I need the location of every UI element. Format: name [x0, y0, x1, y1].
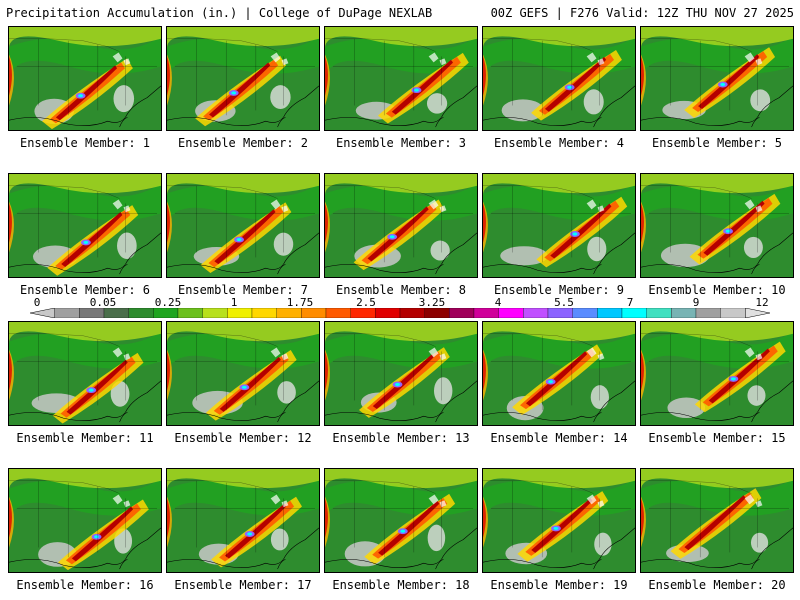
color-scale-swatch — [128, 308, 154, 318]
ensemble-member-label: Ensemble Member: 5 — [651, 136, 783, 150]
color-scale-swatch — [54, 308, 80, 318]
ensemble-member-map — [482, 26, 636, 131]
ensemble-member-label: Ensemble Member: 6 — [19, 283, 151, 297]
color-scale-tick-label: 3.25 — [418, 296, 446, 309]
ensemble-member-label: Ensemble Member: 13 — [332, 431, 470, 445]
color-scale-swatch — [301, 308, 327, 318]
color-scale-tick-label: 2.5 — [356, 296, 376, 309]
ensemble-member-label: Ensemble Member: 9 — [493, 283, 625, 297]
color-scale-tick-label: 12 — [755, 296, 769, 309]
color-scale-swatch — [177, 308, 203, 318]
ensemble-member-map — [324, 321, 478, 426]
ensemble-member-map — [8, 468, 162, 573]
ensemble-member-map — [324, 26, 478, 131]
ensemble-member-map — [640, 468, 794, 573]
color-scale-swatch — [695, 308, 721, 318]
ensemble-member-label: Ensemble Member: 12 — [174, 431, 312, 445]
ensemble-member-map — [324, 468, 478, 573]
color-scale-swatch — [30, 308, 55, 318]
ensemble-member-map — [8, 173, 162, 278]
color-scale-swatch — [399, 308, 425, 318]
ensemble-member-label: Ensemble Member: 3 — [335, 136, 467, 150]
color-scale-swatch — [572, 308, 598, 318]
color-scale-swatch — [621, 308, 647, 318]
color-scale-swatch — [79, 308, 105, 318]
ensemble-member-map — [166, 321, 320, 426]
model-run-info: 00Z GEFS | F276 Valid: 12Z THU NOV 27 20… — [490, 6, 794, 20]
ensemble-member-map — [8, 321, 162, 426]
color-scale-swatch — [745, 308, 770, 318]
ensemble-member-map — [482, 321, 636, 426]
color-scale-swatch — [473, 308, 499, 318]
color-scale-swatch — [498, 308, 524, 318]
color-scale-swatch — [523, 308, 549, 318]
ensemble-member-label: Ensemble Member: 1 — [19, 136, 151, 150]
ensemble-member-label: Ensemble Member: 16 — [16, 578, 154, 592]
color-scale-tick-label: 0.05 — [89, 296, 117, 309]
color-scale-bar — [30, 308, 770, 318]
color-scale-tick-label: 0.25 — [154, 296, 182, 309]
color-scale-swatch — [375, 308, 401, 318]
color-scale-tick-label: 5.5 — [554, 296, 574, 309]
ensemble-member-label: Ensemble Member: 14 — [490, 431, 628, 445]
ensemble-member-map — [166, 468, 320, 573]
color-scale-tick-label: 7 — [626, 296, 634, 309]
ensemble-member-label: Ensemble Member: 20 — [648, 578, 786, 592]
color-scale-swatch — [671, 308, 697, 318]
ensemble-member-label: Ensemble Member: 19 — [490, 578, 628, 592]
color-scale-tick-label: 9 — [692, 296, 700, 309]
color-scale-swatch — [720, 308, 746, 318]
ensemble-member-label: Ensemble Member: 18 — [332, 578, 470, 592]
color-scale-swatch — [251, 308, 277, 318]
ensemble-member-map — [324, 173, 478, 278]
color-scale-swatch — [202, 308, 228, 318]
color-scale-swatch — [547, 308, 573, 318]
color-scale-swatch — [276, 308, 302, 318]
ensemble-member-label: Ensemble Member: 17 — [174, 578, 312, 592]
ensemble-member-label: Ensemble Member: 10 — [648, 283, 786, 297]
color-scale-swatch — [424, 308, 450, 318]
color-scale-swatch — [227, 308, 253, 318]
color-scale-tick-label: 1 — [230, 296, 238, 309]
color-scale-swatch — [103, 308, 129, 318]
map-title: Precipitation Accumulation (in.) | Colle… — [6, 6, 433, 20]
ensemble-member-map — [8, 26, 162, 131]
color-scale-tick-label: 1.75 — [286, 296, 314, 309]
color-scale-swatch — [153, 308, 179, 318]
ensemble-member-label: Ensemble Member: 8 — [335, 283, 467, 297]
ensemble-member-map — [640, 173, 794, 278]
color-scale-swatch — [350, 308, 376, 318]
ensemble-member-map — [482, 468, 636, 573]
ensemble-member-label: Ensemble Member: 15 — [648, 431, 786, 445]
ensemble-member-map — [166, 173, 320, 278]
ensemble-member-label: Ensemble Member: 4 — [493, 136, 625, 150]
color-scale-swatch — [597, 308, 623, 318]
color-scale-swatch — [449, 308, 475, 318]
ensemble-member-map — [482, 173, 636, 278]
ensemble-member-map — [166, 26, 320, 131]
color-scale-tick-label: 4 — [494, 296, 502, 309]
ensemble-member-map — [640, 321, 794, 426]
ensemble-member-label: Ensemble Member: 2 — [177, 136, 309, 150]
color-scale-swatch — [646, 308, 672, 318]
ensemble-member-map — [640, 26, 794, 131]
ensemble-member-label: Ensemble Member: 11 — [16, 431, 154, 445]
color-scale-tick-label: 0 — [33, 296, 41, 309]
ensemble-member-label: Ensemble Member: 7 — [177, 283, 309, 297]
color-scale-swatch — [325, 308, 351, 318]
